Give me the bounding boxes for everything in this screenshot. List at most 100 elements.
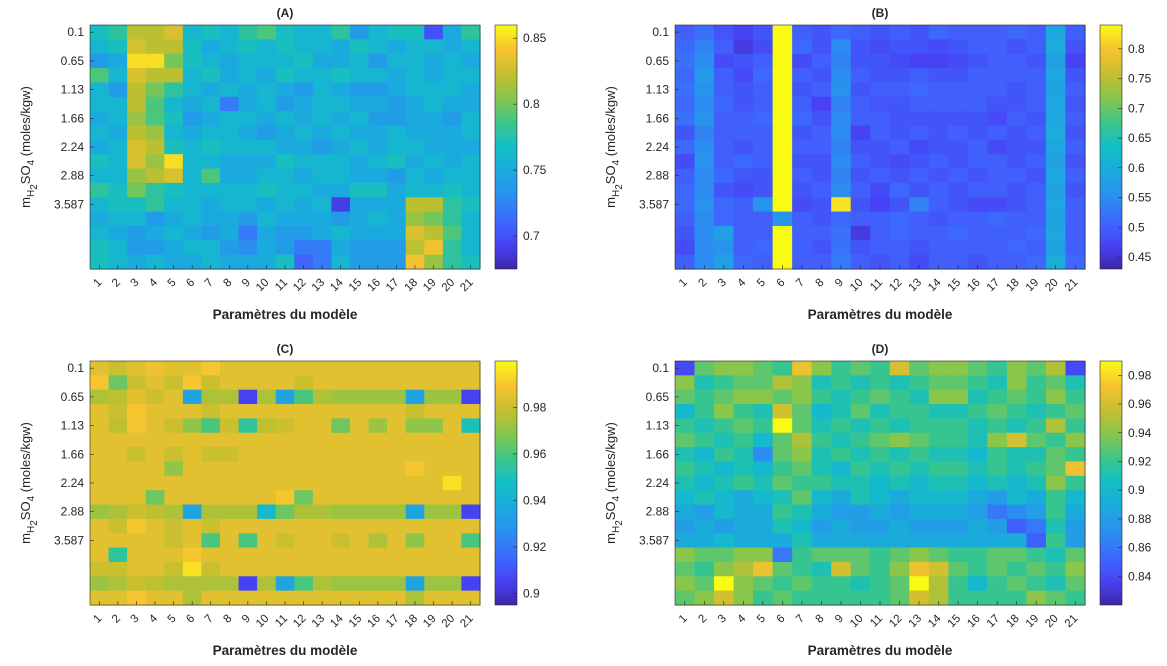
heatmap-cell bbox=[145, 375, 165, 391]
heatmap-cell bbox=[387, 53, 407, 69]
heatmap-cell bbox=[424, 561, 444, 577]
heatmap-cell bbox=[424, 576, 444, 592]
heatmap-cell bbox=[145, 590, 165, 606]
heatmap-cell bbox=[889, 182, 910, 198]
heatmap-cell bbox=[948, 490, 969, 506]
heatmap-cell bbox=[220, 96, 240, 112]
heatmap-cell bbox=[772, 590, 793, 606]
heatmap-cell bbox=[733, 82, 754, 98]
heatmap-cell bbox=[850, 432, 871, 448]
colorbar-tick-label: 0.7 bbox=[1128, 101, 1145, 115]
heatmap-cell bbox=[1026, 168, 1047, 184]
heatmap-cell bbox=[201, 404, 221, 420]
heatmap-cell bbox=[257, 125, 277, 141]
heatmap-cell bbox=[331, 168, 351, 184]
heatmap-cell bbox=[145, 39, 165, 55]
heatmap-cell bbox=[294, 547, 314, 563]
heatmap-cell bbox=[694, 432, 715, 448]
heatmap-cell bbox=[850, 182, 871, 198]
heatmap-cell bbox=[1065, 461, 1086, 477]
heatmap-cell bbox=[1065, 154, 1086, 170]
heatmap-cell bbox=[201, 139, 221, 155]
x-tick-label: 10 bbox=[254, 613, 272, 631]
heatmap-cell bbox=[461, 475, 481, 491]
heatmap-cell bbox=[1006, 490, 1028, 506]
heatmap-cell bbox=[694, 182, 715, 198]
heatmap-cell bbox=[967, 461, 988, 477]
heatmap-cell bbox=[1045, 504, 1067, 520]
heatmap-cell bbox=[831, 211, 852, 227]
heatmap-cell bbox=[753, 168, 774, 184]
heatmap-cell bbox=[238, 53, 258, 69]
heatmap-cell bbox=[870, 561, 891, 577]
heatmap-cell bbox=[387, 432, 407, 448]
heatmap-cell bbox=[675, 447, 696, 463]
heatmap-cell bbox=[442, 418, 463, 434]
heatmap-cell bbox=[424, 418, 444, 434]
heatmap-cell bbox=[294, 389, 314, 405]
heatmap-cell bbox=[312, 68, 333, 84]
heatmap-cell bbox=[108, 461, 128, 477]
x-tick-label: 3 bbox=[129, 277, 142, 290]
heatmap-cell bbox=[368, 375, 388, 391]
heatmap-cell bbox=[90, 533, 110, 549]
heatmap-cell bbox=[405, 590, 425, 606]
heatmap-cell bbox=[108, 154, 128, 170]
heatmap-cell bbox=[1065, 389, 1086, 405]
heatmap-cell bbox=[405, 361, 425, 376]
heatmap-cell bbox=[350, 475, 370, 491]
heatmap-cell bbox=[694, 82, 715, 98]
heatmap-cell bbox=[461, 418, 481, 434]
heatmap-cell bbox=[753, 197, 774, 213]
heatmap-cell bbox=[90, 168, 110, 184]
heatmap-cell bbox=[387, 182, 407, 198]
heatmap-cell bbox=[870, 547, 891, 563]
colorbar-tick-label: 0.45 bbox=[1128, 250, 1152, 264]
heatmap-cell bbox=[220, 518, 240, 534]
heatmap-cell bbox=[350, 418, 370, 434]
heatmap-cell bbox=[442, 504, 463, 520]
heatmap-cell bbox=[675, 533, 696, 549]
heatmap-cell bbox=[831, 590, 852, 606]
heatmap-cell bbox=[1045, 432, 1067, 448]
heatmap-cell bbox=[850, 53, 871, 69]
heatmap-cell bbox=[331, 197, 351, 213]
x-tick-label: 9 bbox=[240, 277, 253, 290]
heatmap-cell bbox=[275, 561, 295, 577]
heatmap-cell bbox=[368, 490, 388, 506]
heatmap-cell bbox=[694, 39, 715, 55]
heatmap-cell bbox=[461, 182, 481, 198]
heatmap-cell bbox=[127, 254, 147, 270]
heatmap-cell bbox=[275, 490, 295, 506]
heatmap-cell bbox=[1045, 39, 1067, 55]
heatmap-cell bbox=[1006, 475, 1028, 491]
heatmap-cell bbox=[294, 111, 314, 127]
heatmap-cell bbox=[792, 447, 813, 463]
heatmap-cell bbox=[387, 240, 407, 256]
heatmap-cell bbox=[870, 418, 891, 434]
heatmap-cell bbox=[850, 111, 871, 127]
heatmap-cell bbox=[1006, 182, 1028, 198]
heatmap-cell bbox=[928, 447, 949, 463]
heatmap-cell bbox=[164, 111, 184, 127]
heatmap-cell bbox=[182, 375, 203, 391]
heatmap-cell bbox=[238, 225, 258, 241]
heatmap-cell bbox=[442, 254, 463, 270]
heatmap-cell bbox=[987, 82, 1008, 98]
heatmap-cell bbox=[182, 561, 203, 577]
heatmap-cell bbox=[772, 197, 793, 213]
heatmap-cell bbox=[1065, 39, 1086, 55]
heatmap-cell bbox=[870, 518, 891, 534]
heatmap-cell bbox=[405, 225, 425, 241]
heatmap-cell bbox=[424, 461, 444, 477]
x-tick-label: 18 bbox=[1004, 277, 1022, 295]
heatmap-cell bbox=[442, 154, 463, 170]
heatmap-cell bbox=[792, 154, 813, 170]
heatmap-cell bbox=[182, 361, 203, 376]
heatmap-cell bbox=[811, 139, 832, 155]
y-tick-label: 0.1 bbox=[652, 361, 669, 375]
heatmap-cell bbox=[164, 53, 184, 69]
heatmap-cell bbox=[294, 96, 314, 112]
heatmap-cell bbox=[792, 39, 813, 55]
heatmap-cell bbox=[909, 432, 930, 448]
